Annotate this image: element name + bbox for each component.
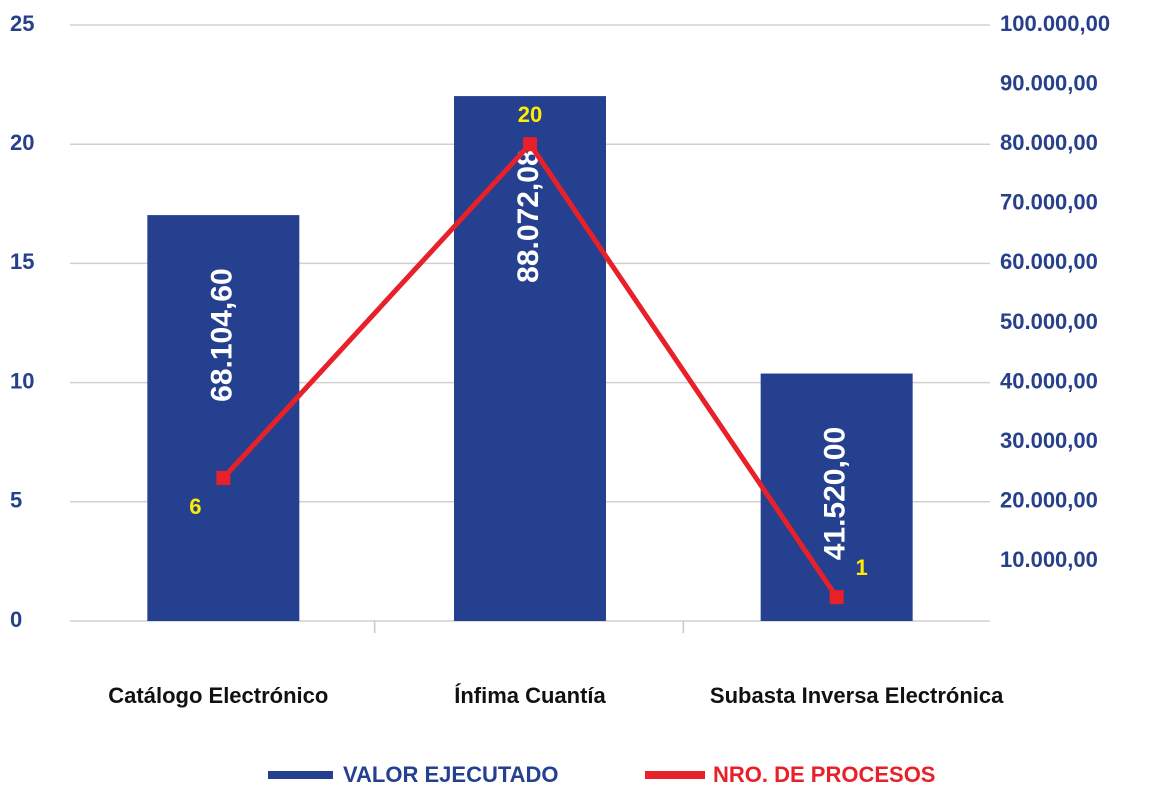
legend-swatch <box>268 771 333 779</box>
bar-value-label: 88.072,08 <box>512 149 545 282</box>
y-tick-label: 15 <box>10 249 34 274</box>
legend-label: NRO. DE PROCESOS <box>713 762 935 787</box>
y2-tick-label: 100.000,00 <box>1000 11 1110 36</box>
legend-swatch <box>645 771 705 779</box>
y2-tick-label: 50.000,00 <box>1000 309 1098 334</box>
y2-tick-label: 80.000,00 <box>1000 130 1098 155</box>
line-point <box>523 137 537 152</box>
bar-value-label: 41.520,00 <box>819 427 852 560</box>
bar <box>454 96 606 622</box>
y2-tick-label: 70.000,00 <box>1000 190 1098 215</box>
y2-tick-label: 30.000,00 <box>1000 428 1098 453</box>
y-tick-label: 20 <box>10 130 34 155</box>
y2-tick-label: 60.000,00 <box>1000 249 1098 274</box>
x-tick-label: Catálogo Electrónico <box>108 683 328 708</box>
line-point <box>829 590 844 605</box>
bar-value-label: 68.104,60 <box>205 268 238 401</box>
y2-tick-label: 10.000,00 <box>1000 547 1098 572</box>
point-label: 1 <box>856 555 868 580</box>
y2-tick-label: 20.000,00 <box>1000 488 1098 513</box>
y-tick-label: 10 <box>10 368 34 393</box>
y2-tick-label: 90.000,00 <box>1000 70 1098 95</box>
x-tick-label: Subasta Inversa Electrónica <box>710 683 1004 708</box>
x-tick-label: Ínfima Cuantía <box>454 683 606 708</box>
y-tick-label: 0 <box>10 607 22 632</box>
line-point <box>216 470 231 485</box>
legend-label: VALOR EJECUTADO <box>343 762 559 787</box>
point-label: 6 <box>189 494 201 519</box>
bar <box>760 373 913 621</box>
bar <box>147 215 300 621</box>
point-label: 20 <box>518 102 542 127</box>
y2-tick-label: 40.000,00 <box>1000 368 1098 393</box>
y-tick-label: 25 <box>10 11 34 36</box>
y-tick-label: 5 <box>10 488 22 513</box>
